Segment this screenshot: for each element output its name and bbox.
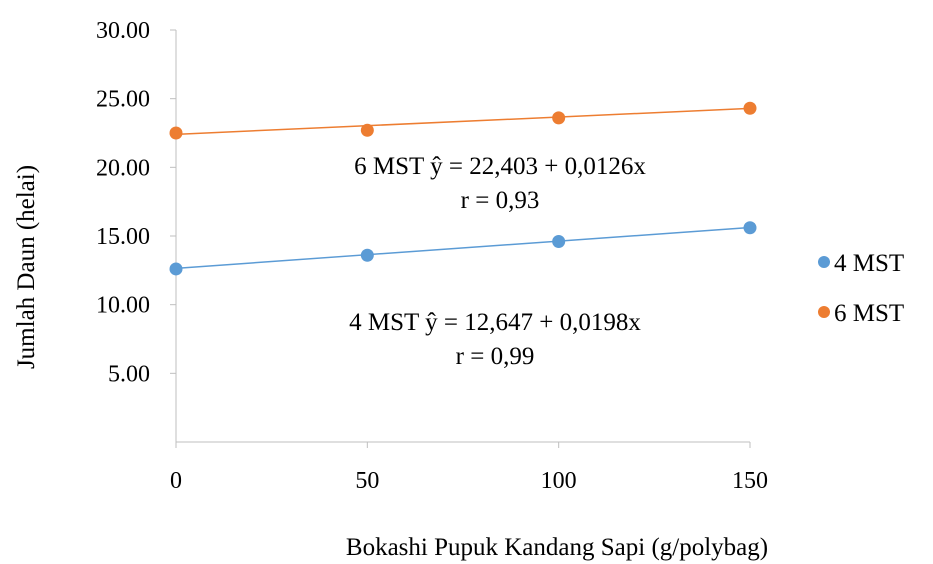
y-tick-label: 20.00	[96, 155, 150, 181]
legend-label-6mst: 6 MST	[834, 300, 904, 327]
data-point-6mst	[169, 126, 183, 140]
data-point-6mst	[360, 123, 374, 137]
x-axis-title: Bokashi Pupuk Kandang Sapi (g/polybag)	[346, 534, 768, 561]
y-tick-label: 30.00	[96, 18, 150, 44]
equation-4mst: 4 MST ŷ = 12,647 + 0,0198x	[349, 309, 641, 336]
data-point-4mst	[169, 262, 183, 276]
axes	[175, 30, 750, 443]
y-tick-label: 10.00	[96, 293, 150, 319]
x-tick-label: 150	[732, 468, 768, 494]
y-tick-label: 25.00	[96, 87, 150, 113]
legend-label-4mst: 4 MST	[834, 250, 904, 277]
data-point-4mst	[743, 221, 757, 235]
r-label-4mst: r = 0,99	[456, 343, 535, 370]
x-tick-label: 0	[170, 468, 182, 494]
y-axis-title: Jumlah Daun (helai)	[13, 165, 40, 369]
trendlines	[175, 107, 751, 270]
trendline-4mst	[175, 226, 751, 270]
y-tick-label: 15.00	[96, 224, 150, 250]
data-point-4mst	[360, 248, 374, 262]
x-tick-label: 50	[355, 468, 379, 494]
data-points	[169, 101, 757, 276]
r-label-6mst: r = 0,93	[461, 187, 540, 214]
x-tick-label: 100	[541, 468, 577, 494]
legend: 4 MST 6 MST	[818, 250, 904, 327]
data-point-4mst	[552, 234, 566, 248]
legend-marker-6mst	[818, 306, 830, 318]
trendline-6mst	[175, 107, 751, 136]
data-point-6mst	[552, 111, 566, 125]
legend-marker-4mst	[818, 256, 830, 268]
y-tick-label: 5.00	[108, 361, 150, 387]
y-axis-ticks: 5.00 10.00 15.00 20.00 25.00 30.00	[96, 18, 176, 387]
x-axis-ticks: 0 50 100 150	[170, 442, 768, 494]
data-point-6mst	[743, 101, 757, 115]
equation-6mst: 6 MST ŷ = 22,403 + 0,0126x	[354, 153, 646, 180]
